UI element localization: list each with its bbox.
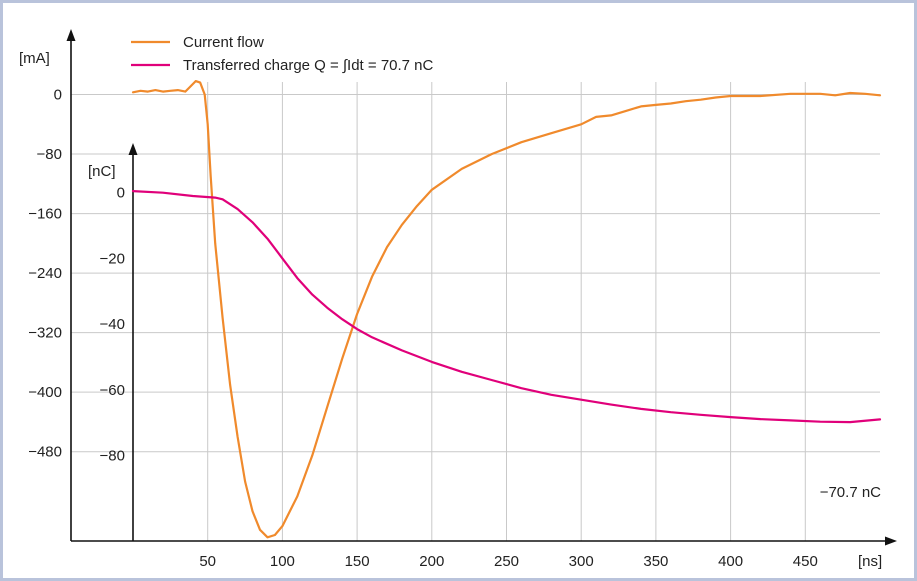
x-tick-label: 50	[199, 553, 216, 570]
x-tick-label: 300	[569, 553, 594, 570]
x-tick-label: 450	[793, 553, 818, 570]
current-flow-line	[131, 79, 882, 539]
charge-tick-label: −80	[100, 448, 125, 465]
final-charge-annotation: −70.7 nC	[820, 484, 881, 501]
transferred-charge-line	[131, 190, 882, 424]
charge-tick-label: −40	[100, 316, 125, 333]
charge-y-axis-arrow	[128, 143, 138, 155]
charge-tick-label: −60	[100, 382, 125, 399]
x-tick-label: 150	[345, 553, 370, 570]
current-tick-label: −400	[28, 384, 62, 401]
current-tick-label: −80	[37, 146, 62, 163]
x-tick-label: 350	[643, 553, 668, 570]
current-y-axis-arrow	[66, 29, 76, 41]
x-tick-label: 100	[270, 553, 295, 570]
x-tick-label: 200	[419, 553, 444, 570]
series	[131, 79, 882, 539]
charge-tick-label: −20	[100, 250, 125, 267]
axes	[66, 29, 897, 546]
x-axis-arrow	[885, 536, 897, 546]
x-tick-label: 250	[494, 553, 519, 570]
legend: Current flow Transferred charge Q = ∫Idt…	[131, 34, 434, 74]
charge-axis-unit-label: [nC]	[88, 163, 116, 180]
current-tick-label: −320	[28, 325, 62, 342]
tick-labels: 50 100 150 200 250 300 350 400 450 0 −80 −160 −240 −3…	[28, 87, 818, 570]
x-tick-label: 400	[718, 553, 743, 570]
grid-lines	[71, 82, 880, 541]
legend-label-charge: Transferred charge Q = ∫Idt = 70.7 nC	[183, 57, 434, 74]
charge-tick-label: 0	[117, 185, 125, 202]
x-axis-unit-label: [ns]	[858, 553, 882, 570]
current-tick-label: −160	[28, 206, 62, 223]
legend-label-current: Current flow	[183, 34, 264, 51]
current-tick-label: 0	[54, 87, 62, 104]
current-tick-label: −480	[28, 444, 62, 461]
current-axis-unit-label: [mA]	[19, 50, 50, 67]
current-tick-label: −240	[28, 265, 62, 282]
